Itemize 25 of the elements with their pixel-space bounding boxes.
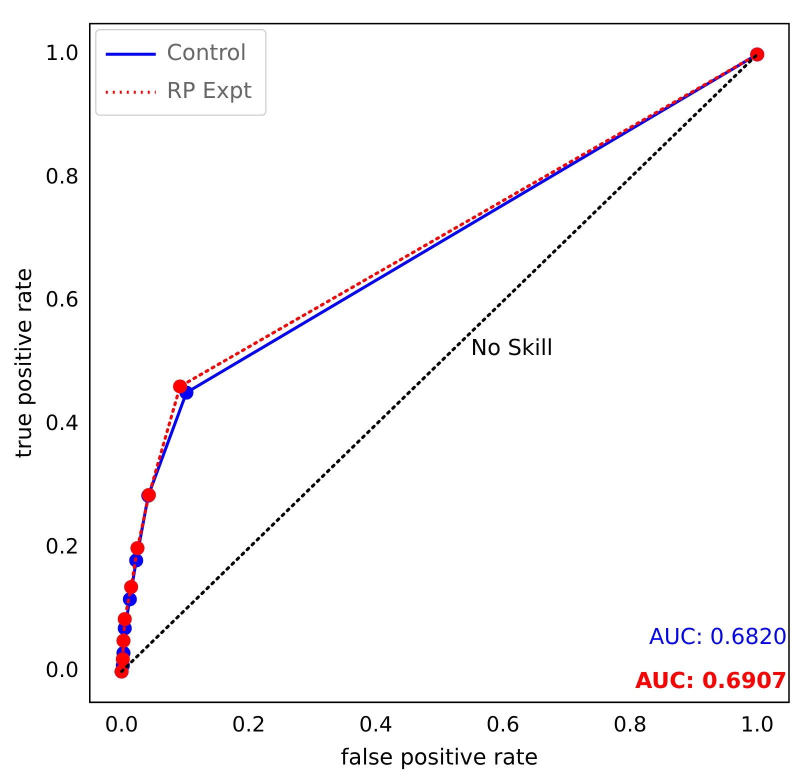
x-axis-title: false positive rate	[340, 746, 538, 771]
x-tick-label: 0.4	[359, 712, 393, 736]
x-tick-label: 1.0	[740, 712, 774, 736]
x-tick-label: 0.8	[613, 712, 647, 736]
point	[130, 541, 144, 556]
annotation: AUC: 0.6820	[649, 625, 787, 650]
y-tick-label: 0.8	[45, 164, 79, 188]
y-tick-label: 0.0	[45, 658, 79, 682]
x-tick-label: 0.0	[104, 712, 138, 736]
y-tick-label: 0.4	[45, 411, 79, 436]
annotation: AUC: 0.6907	[635, 669, 787, 694]
point	[116, 652, 130, 666]
legend-label: Control	[166, 40, 246, 66]
y-axis-title: true positive rate	[12, 268, 37, 458]
legend-label: RP Expt	[166, 78, 252, 104]
x-tick-label: 0.6	[486, 712, 520, 736]
point	[116, 634, 130, 648]
point	[118, 612, 132, 626]
y-tick-label: 0.2	[45, 534, 79, 559]
x-tick-label: 0.2	[232, 712, 266, 736]
annotation: No Skill	[470, 336, 553, 362]
point	[173, 379, 188, 394]
y-tick-label: 1.0	[45, 40, 79, 65]
y-tick-label: 0.6	[45, 288, 79, 312]
point	[124, 580, 138, 594]
